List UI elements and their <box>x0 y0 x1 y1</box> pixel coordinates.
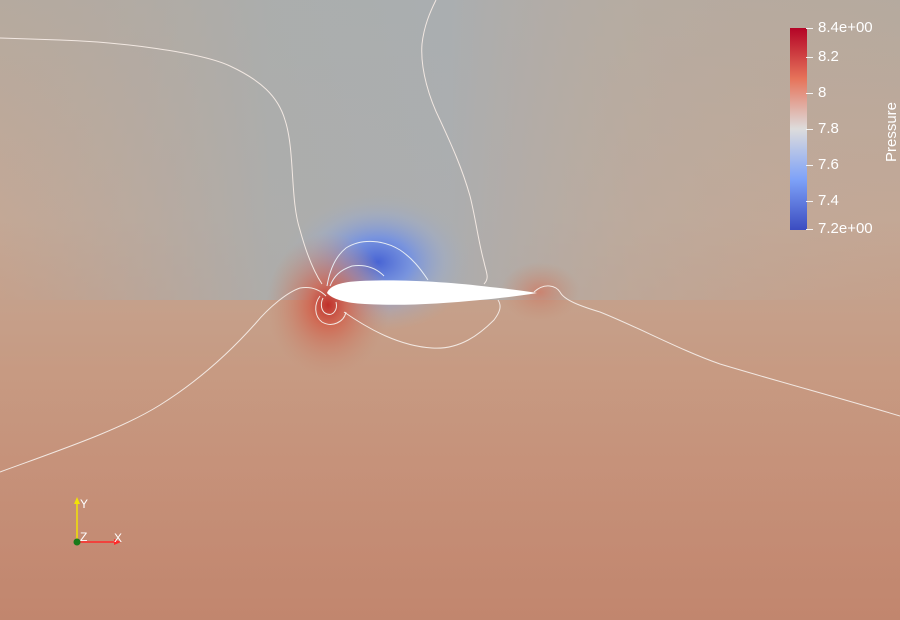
trailing-edge-region <box>500 262 580 322</box>
colorbar-title: Pressure <box>883 101 900 162</box>
z-axis-label: Z <box>80 530 88 544</box>
colorbar-tick <box>806 93 813 94</box>
colorbar-label: 8.2 <box>818 48 839 65</box>
stagnation-region <box>266 233 390 377</box>
colorbar-tick <box>806 165 813 166</box>
z-axis-dot <box>73 538 81 546</box>
colorbar-tick <box>806 201 813 202</box>
colorbar-label: 7.4 <box>818 192 839 209</box>
orientation-axes-icon <box>73 497 121 546</box>
colorbar-gradient <box>790 28 807 230</box>
x-axis-arrow <box>114 539 121 545</box>
orientation-axes-widget: Y Z X <box>64 494 128 554</box>
x-axis-label: X <box>114 531 123 545</box>
isobar-contours <box>0 0 900 473</box>
contour-lower-middle <box>343 299 501 349</box>
colorbar-tick <box>806 57 813 58</box>
y-axis-arrow <box>74 497 80 504</box>
contour-lower-left <box>0 287 327 473</box>
contour-suction-outer <box>326 241 429 287</box>
y-axis-label: Y <box>80 497 89 511</box>
colorbar-label: 7.8 <box>818 120 839 137</box>
colorbar-label: 7.6 <box>818 156 839 173</box>
colorbar-tick <box>806 129 813 130</box>
colorbar-label-min: 7.2e+00 <box>818 220 873 237</box>
contour-right-wake <box>533 285 900 417</box>
colorbar-tick <box>806 229 813 230</box>
colorbar-tick <box>806 28 813 29</box>
contour-upper-right <box>421 0 488 285</box>
pressure-colorbar: 8.4e+00 8.2 8 7.8 7.6 7.4 7.2e+00 <box>788 20 900 237</box>
contour-stagnation-outer <box>315 295 347 325</box>
airfoil-shape <box>327 280 537 305</box>
colorbar-label: 8 <box>818 84 827 101</box>
contour-suction-inner <box>329 265 385 287</box>
contour-upper-left <box>0 37 323 285</box>
colorbar-label-max: 8.4e+00 <box>818 19 873 36</box>
contour-stagnation-inner <box>320 297 337 315</box>
lower-high-pressure-region <box>0 380 900 620</box>
